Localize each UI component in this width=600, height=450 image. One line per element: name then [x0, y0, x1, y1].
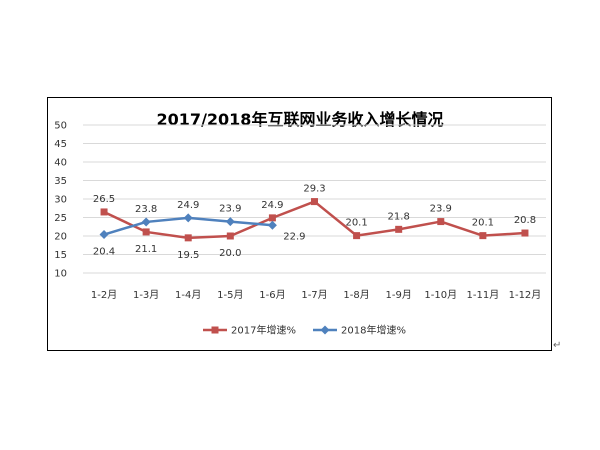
data-point-marker — [395, 225, 403, 233]
data-label: 19.5 — [177, 250, 199, 261]
legend-label: 2017年增速% — [231, 324, 296, 337]
x-tick-label: 1-4月 — [175, 289, 201, 301]
data-point-marker — [142, 228, 150, 236]
chart-title: 2017/2018年互联网业务收入增长情况 — [157, 110, 444, 129]
x-tick-label: 1-11月 — [467, 289, 500, 301]
legend-marker — [320, 325, 330, 335]
x-tick-label: 1-3月 — [133, 289, 159, 301]
y-tick-label: 30 — [54, 195, 67, 206]
y-tick-label: 25 — [54, 213, 67, 224]
data-point-marker — [479, 232, 487, 240]
x-tick-label: 1-9月 — [386, 289, 412, 301]
data-label: 20.1 — [345, 218, 367, 229]
data-label: 23.8 — [135, 204, 157, 215]
data-point-marker — [521, 229, 529, 237]
chart-frame: 2017/2018年互联网业务收入增长情况 10 15 20 25 30 35 40 45 50… — [47, 97, 552, 351]
x-tick-label: 1-12月 — [509, 289, 542, 301]
data-label: 20.1 — [472, 218, 494, 229]
data-label: 24.9 — [177, 200, 199, 211]
data-label: 24.9 — [261, 200, 283, 211]
x-tick-label: 1-2月 — [91, 289, 117, 301]
paragraph-mark: ↵ — [553, 340, 562, 351]
data-label: 20.4 — [93, 247, 115, 258]
data-point-marker — [268, 214, 276, 222]
x-tick-label: 1-10月 — [424, 289, 457, 301]
data-point-marker — [141, 217, 151, 227]
data-point-marker — [225, 217, 235, 227]
data-point-marker — [353, 232, 361, 240]
y-tick-label: 40 — [54, 158, 67, 169]
data-label: 23.9 — [219, 204, 241, 215]
line-chart: 2017/2018年互联网业务收入增长情况 10 15 20 25 30 35 40 45 50… — [54, 110, 546, 337]
data-point-marker — [184, 234, 192, 242]
y-tick-label: 45 — [54, 139, 67, 150]
data-label: 20.0 — [219, 248, 241, 259]
data-label: 22.9 — [283, 231, 305, 242]
y-tick-label: 15 — [54, 250, 67, 261]
y-tick-label: 35 — [54, 176, 67, 187]
data-point-marker — [99, 230, 109, 240]
data-point-marker — [183, 213, 193, 223]
data-label: 21.8 — [388, 211, 410, 222]
data-label: 29.3 — [303, 184, 325, 195]
data-point-marker — [226, 232, 234, 240]
x-tick-label: 1-8月 — [343, 289, 369, 301]
x-tick-label: 1-5月 — [217, 289, 243, 301]
data-label: 23.9 — [430, 204, 452, 215]
y-tick-label: 10 — [54, 269, 67, 280]
x-tick-label: 1-6月 — [259, 289, 285, 301]
data-point-marker — [100, 208, 108, 216]
y-tick-label: 50 — [54, 121, 67, 132]
data-label: 20.8 — [514, 215, 536, 226]
data-point-marker — [267, 220, 277, 230]
data-point-marker — [437, 218, 445, 226]
data-label: 21.1 — [135, 244, 157, 255]
y-tick-label: 20 — [54, 232, 67, 243]
data-point-marker — [311, 198, 318, 206]
data-label: 26.5 — [93, 194, 115, 205]
legend-marker — [211, 326, 219, 334]
x-tick-label: 1-7月 — [301, 289, 327, 301]
legend-label: 2018年增速% — [341, 324, 406, 337]
